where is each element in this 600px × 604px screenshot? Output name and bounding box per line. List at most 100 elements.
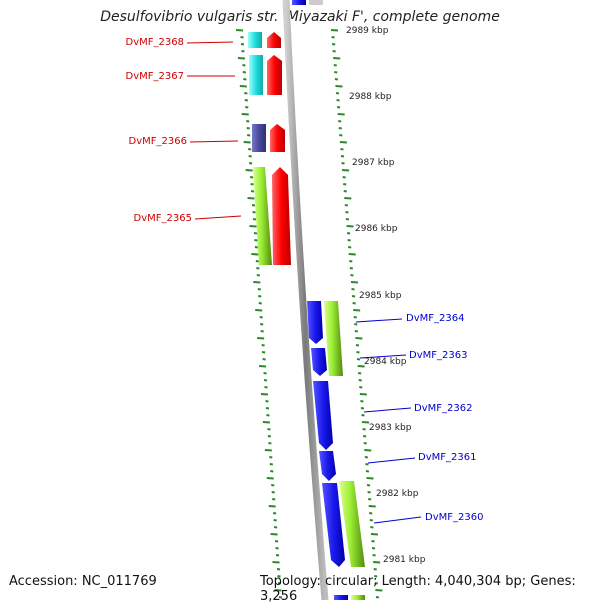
tick-mark (270, 533, 278, 536)
feature-clipped-bottom-lime[interactable] (351, 595, 365, 600)
feature-clipped-bottom-blue[interactable] (334, 595, 348, 600)
gene-label-right[interactable]: DvMF_2363 (409, 350, 467, 361)
tick-mark (353, 309, 361, 312)
tick-mark (349, 260, 353, 263)
tick-mark (332, 50, 336, 53)
tick-mark (250, 190, 255, 193)
tick-mark (268, 442, 272, 445)
tick-mark (368, 505, 376, 508)
gene-DvMF_2361-arrow[interactable] (319, 451, 336, 481)
gene-label-left[interactable]: DvMF_2365 (134, 213, 192, 224)
gene-label-left[interactable]: DvMF_2366 (129, 136, 187, 147)
gene-DvMF_2360[interactable] (322, 481, 365, 567)
tick-mark (255, 309, 263, 312)
tick-mark (344, 197, 352, 200)
tick-mark (270, 470, 274, 473)
leader-line (355, 318, 403, 323)
gene-DvMF_2363-arrow[interactable] (311, 348, 327, 376)
gene-DvMF_2367-inner[interactable] (249, 55, 263, 95)
feature-clipped-top-gray[interactable] (309, 0, 323, 5)
tick-mark (366, 477, 374, 480)
left-gene-labels: DvMF_2368 DvMF_2367 DvMF_2366 DvMF_2365 (126, 37, 242, 224)
tick-mark (333, 57, 341, 60)
tick-mark (258, 302, 262, 305)
gene-DvMF_2364-arrow[interactable] (307, 301, 323, 344)
gene-DvMF_2364-outer[interactable] (324, 301, 343, 376)
tick-mark (336, 106, 341, 109)
tick-mark (371, 547, 376, 550)
gene-DvMF_2367-arrow[interactable] (267, 55, 282, 95)
gene-label-right[interactable]: DvMF_2360 (425, 512, 483, 523)
gene-label-right[interactable]: DvMF_2364 (406, 313, 464, 324)
tick-mark (248, 148, 252, 151)
tick-mark (244, 92, 248, 95)
gene-label-left[interactable]: DvMF_2368 (126, 37, 184, 48)
gene-DvMF_2368-inner[interactable] (248, 32, 262, 48)
tick-mark (251, 253, 259, 256)
gene-DvMF_2366[interactable] (252, 124, 285, 152)
feature-clipped-top-blue[interactable] (292, 0, 306, 5)
tick-mark (269, 463, 273, 466)
tick-mark (359, 393, 367, 396)
tick-mark (246, 127, 250, 130)
tick-mark (355, 344, 360, 347)
tick-mark (335, 92, 340, 95)
tick-mark (244, 99, 248, 102)
tick-mark (248, 155, 252, 158)
tick-mark (240, 43, 245, 46)
gene-DvMF_2366-arrow[interactable] (270, 124, 285, 152)
tick-mark (240, 36, 244, 39)
tick-mark (364, 456, 368, 459)
right-gene-labels: DvMF_2364 DvMF_2363 DvMF_2362 DvMF_2361 … (355, 313, 483, 524)
kbp-label: 2984 kbp (364, 357, 407, 367)
tick-mark (276, 568, 281, 571)
tick-mark (370, 533, 379, 536)
tick-mark (258, 365, 267, 368)
tick-mark (345, 218, 350, 221)
gene-DvMF_2365-inner[interactable] (253, 167, 272, 265)
tick-mark (264, 449, 272, 452)
tick-mark (340, 155, 345, 158)
gene-DvMF_2362-arrow[interactable] (313, 381, 333, 450)
tick-mark (271, 484, 275, 487)
tick-mark (272, 498, 276, 501)
gene-DvMF_2365[interactable] (253, 167, 291, 265)
leader-line (194, 215, 242, 220)
gene-label-right[interactable]: DvMF_2361 (418, 452, 476, 463)
tick-mark (336, 99, 340, 102)
gene-DvMF_2363[interactable] (311, 348, 327, 376)
gene-DvMF_2362[interactable] (313, 381, 333, 450)
gene-DvMF_2360-outer[interactable] (339, 481, 365, 567)
gene-DvMF_2364[interactable] (307, 301, 343, 376)
gene-label-right[interactable]: DvMF_2362 (414, 403, 472, 414)
tick-mark (372, 554, 376, 557)
gene-DvMF_2361[interactable] (319, 451, 336, 481)
gene-DvMF_2360-arrow[interactable] (322, 483, 345, 567)
tick-mark (249, 176, 254, 179)
tick-mark (350, 274, 354, 277)
tick-mark (243, 141, 251, 144)
tick-mark (338, 127, 342, 130)
kbp-label: 2985 kbp (359, 291, 402, 301)
gene-DvMF_2367[interactable] (249, 55, 282, 95)
tick-mark (267, 435, 272, 438)
leader-line (359, 354, 407, 359)
gene-DvMF_2368[interactable] (248, 32, 281, 48)
leader-line (363, 407, 412, 413)
tick-mark (269, 456, 273, 459)
tick-mark (241, 50, 245, 53)
tick-mark (254, 246, 259, 249)
tick-mark (342, 176, 346, 179)
tick-mark (260, 330, 264, 333)
tick-mark (265, 407, 270, 410)
tick-mark (356, 358, 361, 361)
tick-mark (353, 316, 357, 319)
gene-DvMF_2365-arrow[interactable] (272, 167, 291, 265)
right-tick-track (330, 29, 383, 599)
tick-mark (254, 239, 258, 242)
gene-DvMF_2366-inner[interactable] (252, 124, 266, 152)
tick-mark (248, 162, 253, 165)
gene-DvMF_2368-arrow[interactable] (267, 32, 281, 48)
gene-label-left[interactable]: DvMF_2367 (126, 71, 184, 82)
